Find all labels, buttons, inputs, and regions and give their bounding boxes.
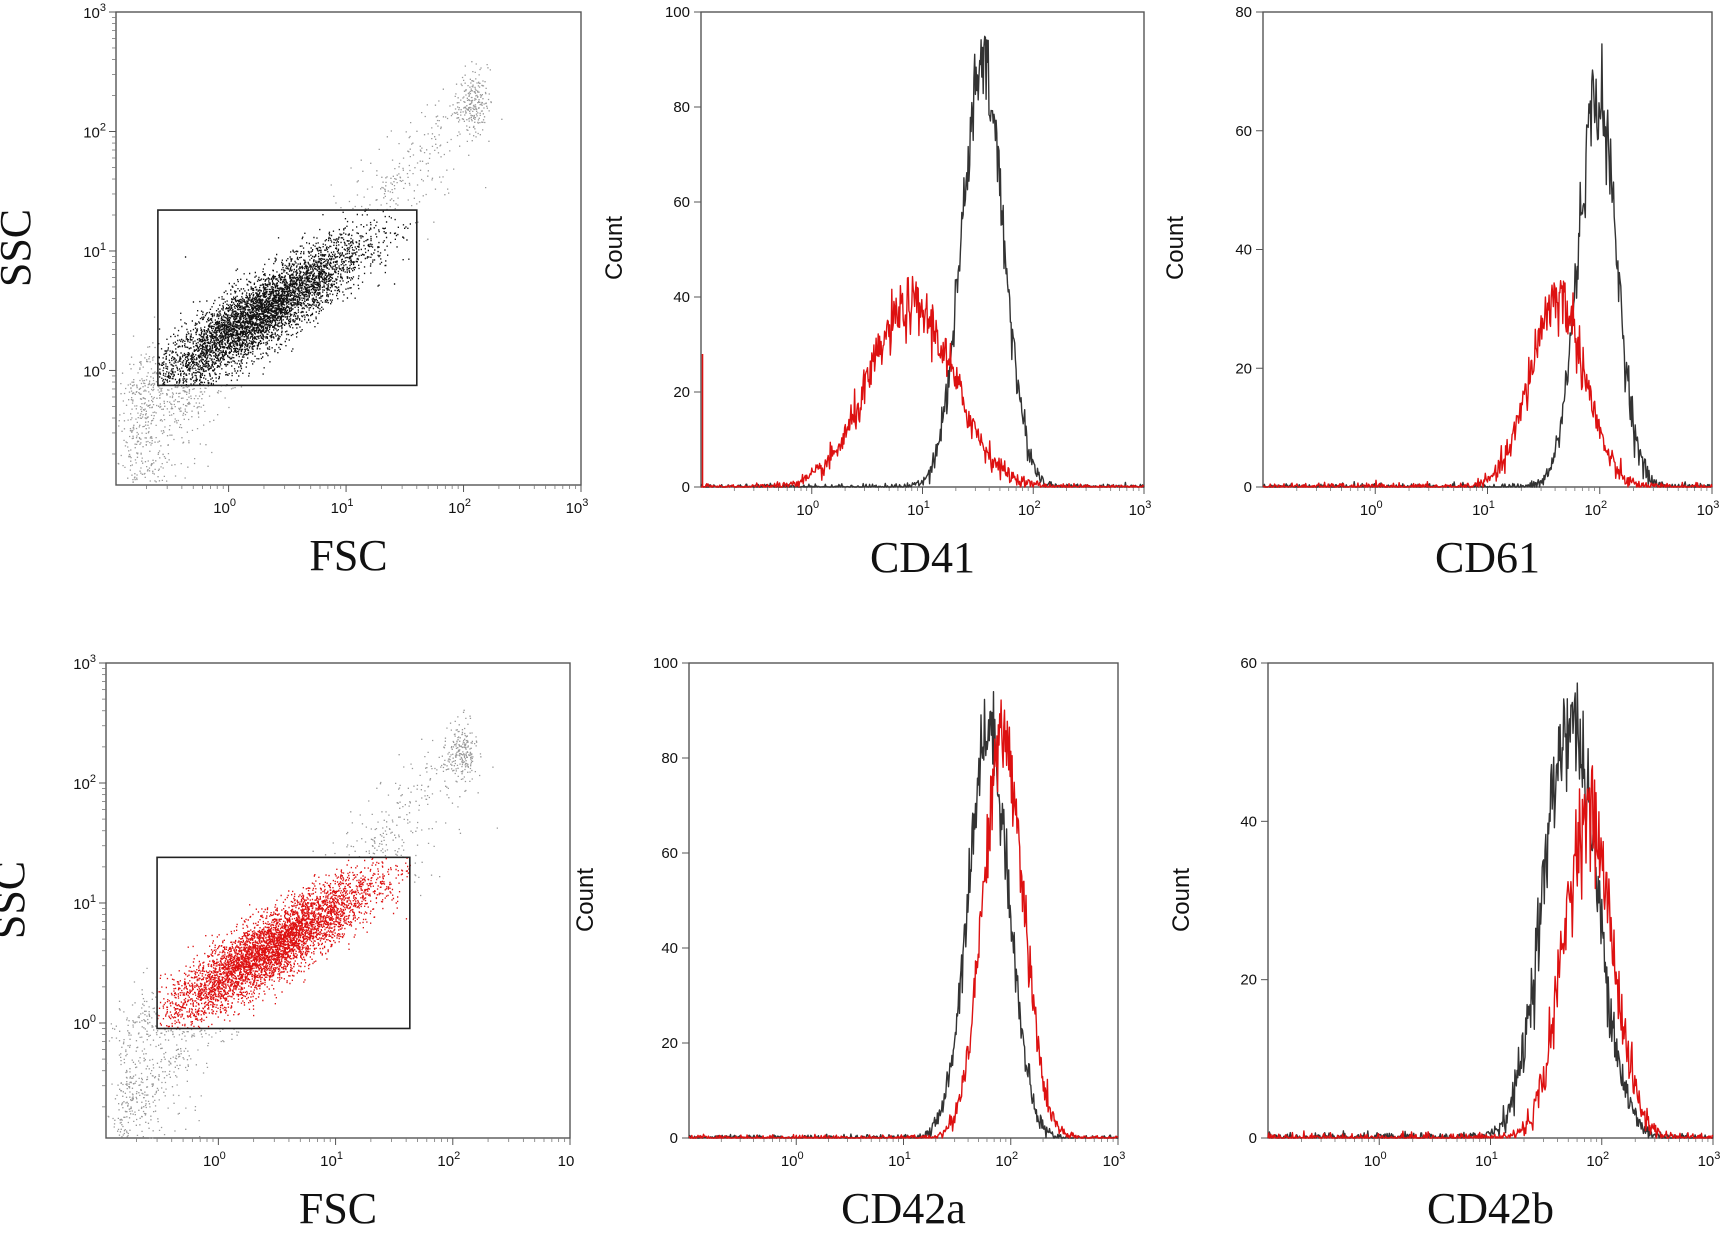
x-axis-label: CD42a <box>841 1184 966 1233</box>
y-tick-label: 20 <box>661 1035 678 1052</box>
panel-C: 100 101 102 103 0 20 40 60 80 CD61 Count <box>1162 4 1719 582</box>
y-tick-label: 40 <box>661 940 678 957</box>
gate-rectangle <box>157 209 418 387</box>
x-tick-label: 103 <box>566 497 589 517</box>
panel-A: 100 101 102 103 100 101 102 103 FSC SSC <box>0 2 588 580</box>
y-axis-label: SSC <box>0 209 40 287</box>
histogram-red <box>1267 765 1714 1139</box>
x-tick-label: 100 <box>1364 1150 1387 1170</box>
panel-E: 100 101 102 103 0 20 40 60 80 100 CD42a Count <box>572 655 1125 1233</box>
y-tick-label: 40 <box>1240 813 1257 830</box>
x-tick-label: 100 <box>213 497 236 517</box>
plot-frame <box>105 662 571 1139</box>
y-axis-label: Count <box>572 868 599 932</box>
y-tick-label: 100 <box>73 1013 96 1033</box>
y-axis-label: SSC <box>0 861 34 939</box>
x-tick-label: 100 <box>781 1150 804 1170</box>
x-tick-label: 102 <box>437 1150 460 1170</box>
y-tick-label: 60 <box>661 845 678 862</box>
x-tick-label: 102 <box>995 1150 1018 1170</box>
x-tick-label: 101 <box>907 499 930 519</box>
y-tick-label: 20 <box>1240 972 1257 989</box>
plot-frame <box>1267 662 1714 1139</box>
x-tick-label: 101 <box>1475 1150 1498 1170</box>
y-tick-label: 40 <box>673 289 690 306</box>
y-tick-label: 0 <box>670 1130 678 1147</box>
x-tick-label: 101 <box>320 1150 343 1170</box>
x-axis-label: CD61 <box>1435 533 1540 582</box>
x-tick-label: 101 <box>331 497 354 517</box>
x-tick-label: 103 <box>1129 499 1152 519</box>
x-tick-label: 103 <box>1698 1150 1721 1170</box>
panel-F: 100 101 102 103 0 20 40 60 CD42b Count <box>1168 655 1720 1233</box>
x-axis-label: FSC <box>309 531 387 580</box>
y-tick-label: 100 <box>83 360 106 380</box>
plot-frame <box>688 662 1119 1139</box>
gated-events <box>158 209 417 386</box>
histogram-black <box>1262 43 1713 488</box>
y-tick-label: 20 <box>673 384 690 401</box>
y-tick-label: 0 <box>1249 1130 1257 1147</box>
x-tick-label: 103 <box>1103 1150 1126 1170</box>
x-tick-label: 100 <box>203 1150 226 1170</box>
x-tick-label: 10 <box>558 1153 575 1170</box>
panel-B: 100 101 102 103 0 20 40 60 80 100 CD41 Count <box>601 4 1151 582</box>
y-tick-label: 101 <box>73 893 96 913</box>
y-tick-label: 103 <box>73 653 96 673</box>
y-tick-label: 101 <box>83 241 106 261</box>
histogram-red <box>688 699 1119 1139</box>
y-tick-label: 100 <box>665 4 690 21</box>
y-tick-label: 102 <box>73 773 96 793</box>
histogram-black <box>688 691 1118 1139</box>
x-tick-label: 103 <box>1697 499 1720 519</box>
x-tick-label: 100 <box>1360 499 1383 519</box>
panel-D: 100 101 102 10 100 101 102 103 FSC SSC <box>0 653 574 1233</box>
y-axis-label: Count <box>1162 216 1189 280</box>
plot-frame <box>700 11 1145 488</box>
x-tick-label: 102 <box>1584 499 1607 519</box>
y-tick-label: 80 <box>673 99 690 116</box>
y-tick-label: 103 <box>83 2 106 22</box>
y-tick-label: 100 <box>653 655 678 672</box>
histogram-black <box>700 35 1145 488</box>
y-tick-label: 20 <box>1235 360 1252 377</box>
y-tick-label: 80 <box>661 750 678 767</box>
y-tick-label: 60 <box>1235 123 1252 140</box>
gate-rectangle <box>156 856 411 1030</box>
ungated-events <box>106 709 498 1139</box>
x-tick-label: 102 <box>1018 499 1041 519</box>
x-tick-label: 102 <box>1586 1150 1609 1170</box>
histogram-red <box>700 275 1145 488</box>
gated-events <box>157 857 411 1030</box>
plot-frame <box>115 11 582 486</box>
y-tick-label: 0 <box>1244 479 1252 496</box>
histogram-red <box>1262 280 1713 488</box>
x-axis-label: CD42b <box>1427 1184 1554 1233</box>
y-axis-label: Count <box>601 216 628 280</box>
y-tick-label: 40 <box>1235 242 1252 259</box>
x-axis-label: FSC <box>299 1184 377 1233</box>
x-axis-label: CD41 <box>870 533 975 582</box>
y-tick-label: 102 <box>83 121 106 141</box>
y-axis-label: Count <box>1168 868 1195 932</box>
x-tick-label: 102 <box>448 497 471 517</box>
y-tick-label: 60 <box>1240 655 1257 672</box>
x-tick-label: 101 <box>1472 499 1495 519</box>
x-tick-label: 100 <box>796 499 819 519</box>
y-tick-label: 60 <box>673 194 690 211</box>
histogram-black <box>1267 682 1713 1139</box>
y-tick-label: 0 <box>682 479 690 496</box>
x-tick-label: 101 <box>888 1150 911 1170</box>
y-tick-label: 80 <box>1235 4 1252 21</box>
ungated-events <box>117 61 503 483</box>
plot-frame <box>1262 11 1713 488</box>
